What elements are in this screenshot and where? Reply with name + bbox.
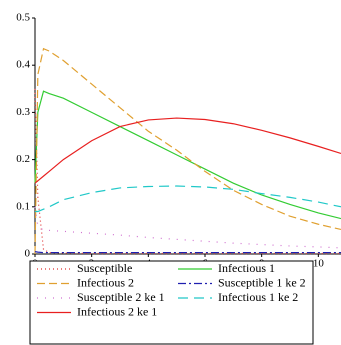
series-line [34,88,341,255]
y-tick-label: 0.4 [16,59,30,71]
legend-label: Susceptible 2 ke 1 [77,290,165,304]
y-tick-label: 0.5 [16,12,30,24]
legend-label: Infectious 1 ke 2 [218,290,298,304]
y-tick-label: 0.1 [16,200,30,212]
y-tick-label: 0.3 [16,106,30,118]
legend-box [29,260,314,345]
x-tick-label: 10 [313,258,325,270]
legend-label: Infectious 1 [218,261,275,275]
legend-label: Infectious 2 ke 1 [77,304,157,318]
legend-label: Susceptible 1 ke 2 [218,275,306,289]
series-line [34,117,341,184]
series-line [34,206,341,249]
series-line [34,251,341,254]
y-tick-label: 0 [25,248,31,260]
series-line [35,185,341,213]
legend-label: Susceptible [77,261,132,275]
series-line [34,47,341,255]
legend-label: Infectious 2 [77,275,134,289]
y-tick-label: 0.2 [16,153,30,165]
series-line [34,90,341,220]
